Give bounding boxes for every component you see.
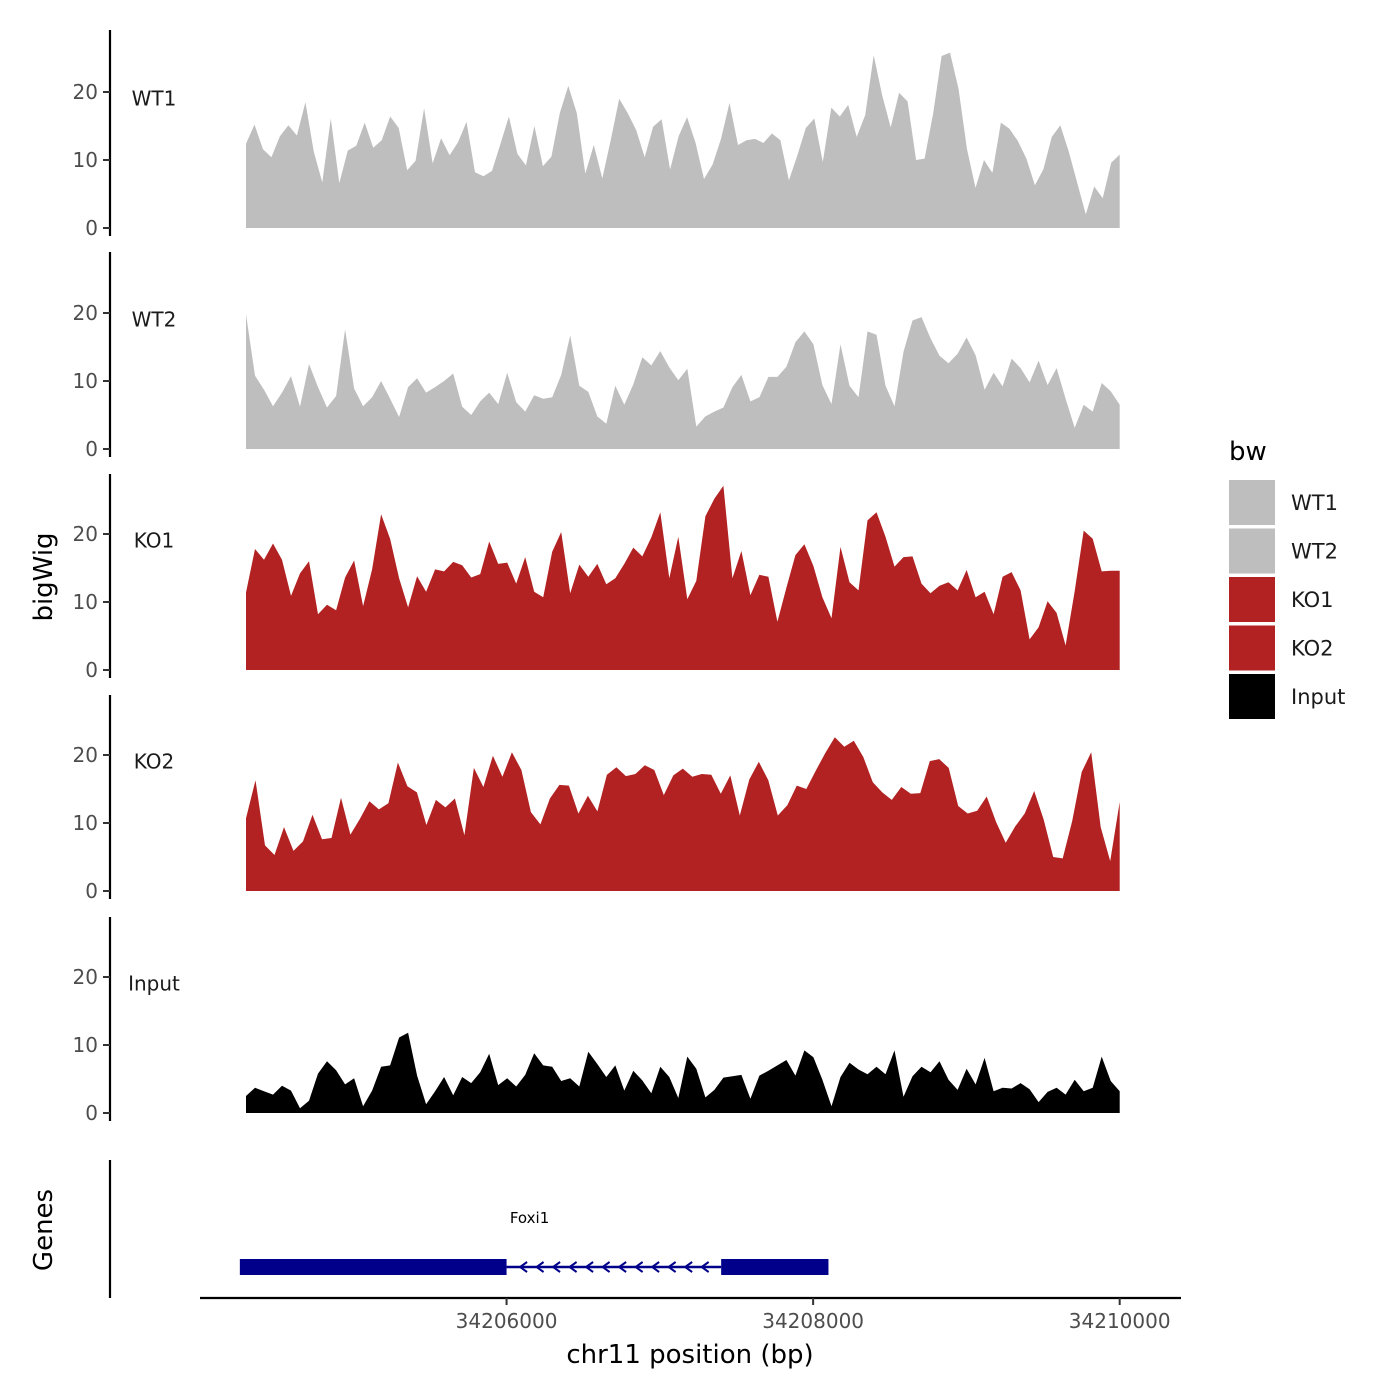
coverage-area — [246, 485, 1120, 670]
legend-swatch — [1229, 625, 1275, 671]
y-tick-label: 10 — [73, 811, 98, 835]
track-input: 0 10 20 Input — [73, 917, 1120, 1125]
legend-item-wt1: WT1 — [1229, 480, 1338, 525]
legend-label: WT2 — [1291, 540, 1338, 564]
legend-label: Input — [1291, 685, 1345, 709]
legend-label: WT1 — [1291, 491, 1338, 515]
y-tick-label: 10 — [73, 590, 98, 614]
strand-arrow — [584, 1261, 594, 1273]
y-tick-label: 0 — [85, 1101, 98, 1125]
legend-label: KO2 — [1291, 637, 1334, 661]
strand-arrow — [650, 1261, 660, 1273]
strand-arrow — [567, 1261, 578, 1273]
coverage-area — [246, 52, 1120, 228]
strand-arrow — [534, 1261, 545, 1273]
y-tick-label: 20 — [73, 522, 98, 546]
y-tick-label: 0 — [85, 879, 98, 903]
legend-label: KO1 — [1291, 588, 1334, 612]
gene-exon — [239, 1259, 507, 1275]
x-tick-label: 34210000 — [1069, 1309, 1171, 1333]
y-tick-label: 0 — [85, 216, 98, 240]
x-axis-title: chr11 position (bp) — [566, 1340, 813, 1370]
x-tick-label: 34208000 — [762, 1309, 864, 1333]
legend-item-ko1: KO1 — [1229, 577, 1334, 622]
y-axis-title: bigWig — [29, 532, 59, 621]
gene-track-title: Genes — [29, 1189, 59, 1271]
legend-item-wt2: WT2 — [1229, 528, 1338, 574]
strand-arrow — [633, 1261, 644, 1273]
legend-item-input: Input — [1229, 674, 1345, 719]
gene-exon — [721, 1259, 829, 1275]
track-label: KO2 — [134, 750, 175, 774]
coverage-tracks: 0 10 20 WT1 0 10 20 WT2 0 10 20 KO1 0 10 20 KO2 0 10 20 Inp… — [73, 30, 1120, 1125]
x-axis: 34206000 34208000 34210000 — [200, 1296, 1181, 1333]
strand-arrow — [683, 1261, 693, 1273]
track-ko2: 0 10 20 KO2 — [73, 695, 1120, 903]
x-tick-label: 34206000 — [456, 1309, 558, 1333]
y-tick-label: 10 — [73, 148, 98, 172]
legend-swatch — [1229, 480, 1275, 525]
strand-arrow — [666, 1261, 677, 1273]
coverage-area — [246, 737, 1120, 891]
y-tick-label: 20 — [73, 965, 98, 989]
coverage-area — [246, 1032, 1120, 1113]
y-tick-label: 0 — [85, 658, 98, 682]
strand-arrow — [518, 1261, 528, 1273]
legend-title: bw — [1229, 437, 1267, 467]
gene-track: Foxi1 — [108, 1160, 829, 1298]
track-ko1: 0 10 20 KO1 — [73, 474, 1120, 682]
track-label: Input — [128, 972, 180, 996]
y-tick-label: 0 — [85, 437, 98, 461]
legend-item-ko2: KO2 — [1229, 625, 1334, 671]
track-wt1: 0 10 20 WT1 — [73, 30, 1120, 240]
track-wt2: 0 10 20 WT2 — [73, 252, 1120, 461]
strand-arrow — [699, 1261, 710, 1273]
y-tick-label: 20 — [73, 80, 98, 104]
strand-arrow — [600, 1261, 611, 1273]
y-tick-label: 10 — [73, 369, 98, 393]
strand-arrow — [551, 1261, 561, 1273]
strand-arrow — [617, 1261, 627, 1273]
track-label: WT1 — [132, 87, 177, 111]
y-tick-label: 20 — [73, 301, 98, 325]
legend-swatch — [1229, 577, 1275, 622]
coverage-area — [246, 314, 1120, 449]
gene-name-label: Foxi1 — [510, 1209, 549, 1227]
y-tick-label: 10 — [73, 1033, 98, 1057]
track-label: WT2 — [132, 308, 177, 332]
legend-swatch — [1229, 674, 1275, 719]
legend-swatch — [1229, 528, 1275, 574]
legend: WT1 WT2 KO1 KO2 Input — [1229, 480, 1345, 719]
y-tick-label: 20 — [73, 743, 98, 767]
track-label: KO1 — [134, 529, 175, 553]
